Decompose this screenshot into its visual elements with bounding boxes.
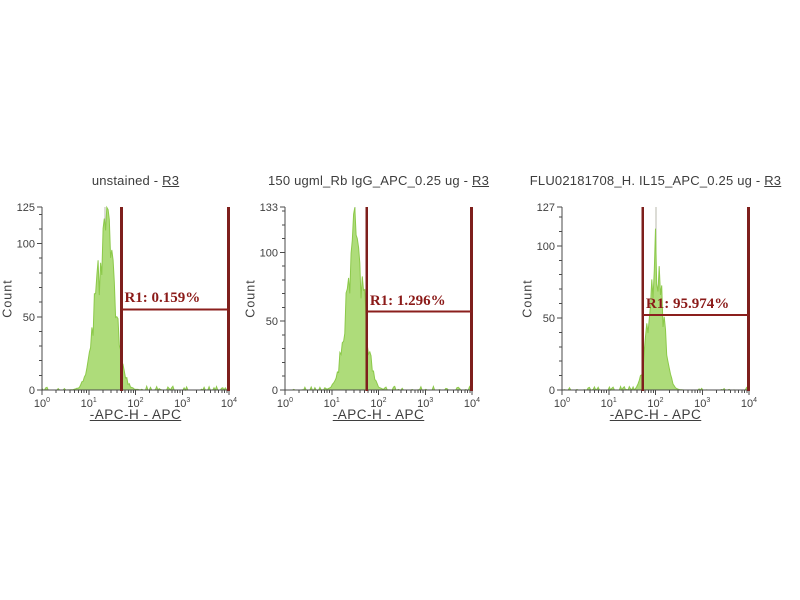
panel-title-region-link[interactable]: R3 (471, 173, 490, 188)
panel-title: unstained - R3 (0, 173, 271, 188)
x-tick-label: 102 (370, 397, 386, 410)
y-tick-label: 50 (266, 316, 278, 328)
histogram-plot: 0 50 100 127 100 101 102 103 104 (537, 202, 758, 410)
x-tick-label: 102 (127, 397, 143, 410)
x-tick-label: 100 (277, 397, 293, 410)
y-max-label: 133 (260, 202, 278, 214)
y-max-label: 127 (537, 202, 555, 214)
histogram-plot: 0 50 100 133 100 101 102 103 104 (260, 202, 481, 410)
y-tick-label: 0 (29, 385, 35, 397)
histogram-panel: unstained - R3 Count 0 50 100 125 100 101 102 1… (0, 160, 260, 465)
y-tick-label: 100 (537, 241, 555, 253)
y-tick-label: 50 (543, 313, 555, 325)
histogram-plot: 0 50 100 125 100 101 102 103 104 (17, 202, 238, 410)
panel-title-text: unstained - (91, 173, 163, 188)
panel-title-text: FLU02181708_H. IL15_APC_0.25 ug - (529, 173, 765, 188)
y-tick-label: 100 (260, 247, 278, 259)
gate-percentage-label: R1: 1.296% (369, 292, 446, 309)
x-tick-label: 100 (554, 397, 570, 410)
x-tick-label: 101 (81, 397, 97, 410)
gate-percentage-label: R1: 95.974% (645, 296, 730, 313)
x-tick-label: 104 (741, 397, 757, 410)
panel-title: FLU02181708_H. IL15_APC_0.25 ug - R3 (520, 173, 791, 188)
histogram-panel: FLU02181708_H. IL15_APC_0.25 ug - R3 Cou… (520, 160, 782, 465)
y-tick-label: 0 (272, 385, 278, 397)
y-max-label: 125 (17, 202, 35, 214)
y-tick-label: 50 (23, 312, 35, 324)
x-tick-label: 104 (221, 397, 237, 410)
panel-title-text: 150 ugml_Rb IgG_APC_0.25 ug - (267, 173, 472, 188)
histogram-panel: 150 ugml_Rb IgG_APC_0.25 ug - R3 Count 0… (243, 160, 503, 465)
x-axis-label: -APC-H - APC (609, 407, 702, 422)
y-tick-label: 0 (549, 385, 555, 397)
x-tick-label: 104 (464, 397, 480, 410)
x-tick-label: 101 (324, 397, 340, 410)
x-tick-label: 103 (417, 397, 433, 410)
y-tick-label: 100 (17, 239, 35, 251)
panel-title-region-link[interactable]: R3 (162, 173, 180, 188)
x-axis-label: -APC-H - APC (332, 407, 425, 422)
panel-title-region-link[interactable]: R3 (764, 173, 782, 188)
x-tick-label: 103 (694, 397, 710, 410)
x-axis-label: -APC-H - APC (89, 407, 182, 422)
x-tick-label: 100 (34, 397, 50, 410)
panel-title: 150 ugml_Rb IgG_APC_0.25 ug - R3 (243, 173, 514, 188)
gate-percentage-label: R1: 0.159% (124, 290, 201, 307)
x-tick-label: 102 (647, 397, 663, 410)
x-tick-label: 103 (174, 397, 190, 410)
x-tick-label: 101 (601, 397, 617, 410)
